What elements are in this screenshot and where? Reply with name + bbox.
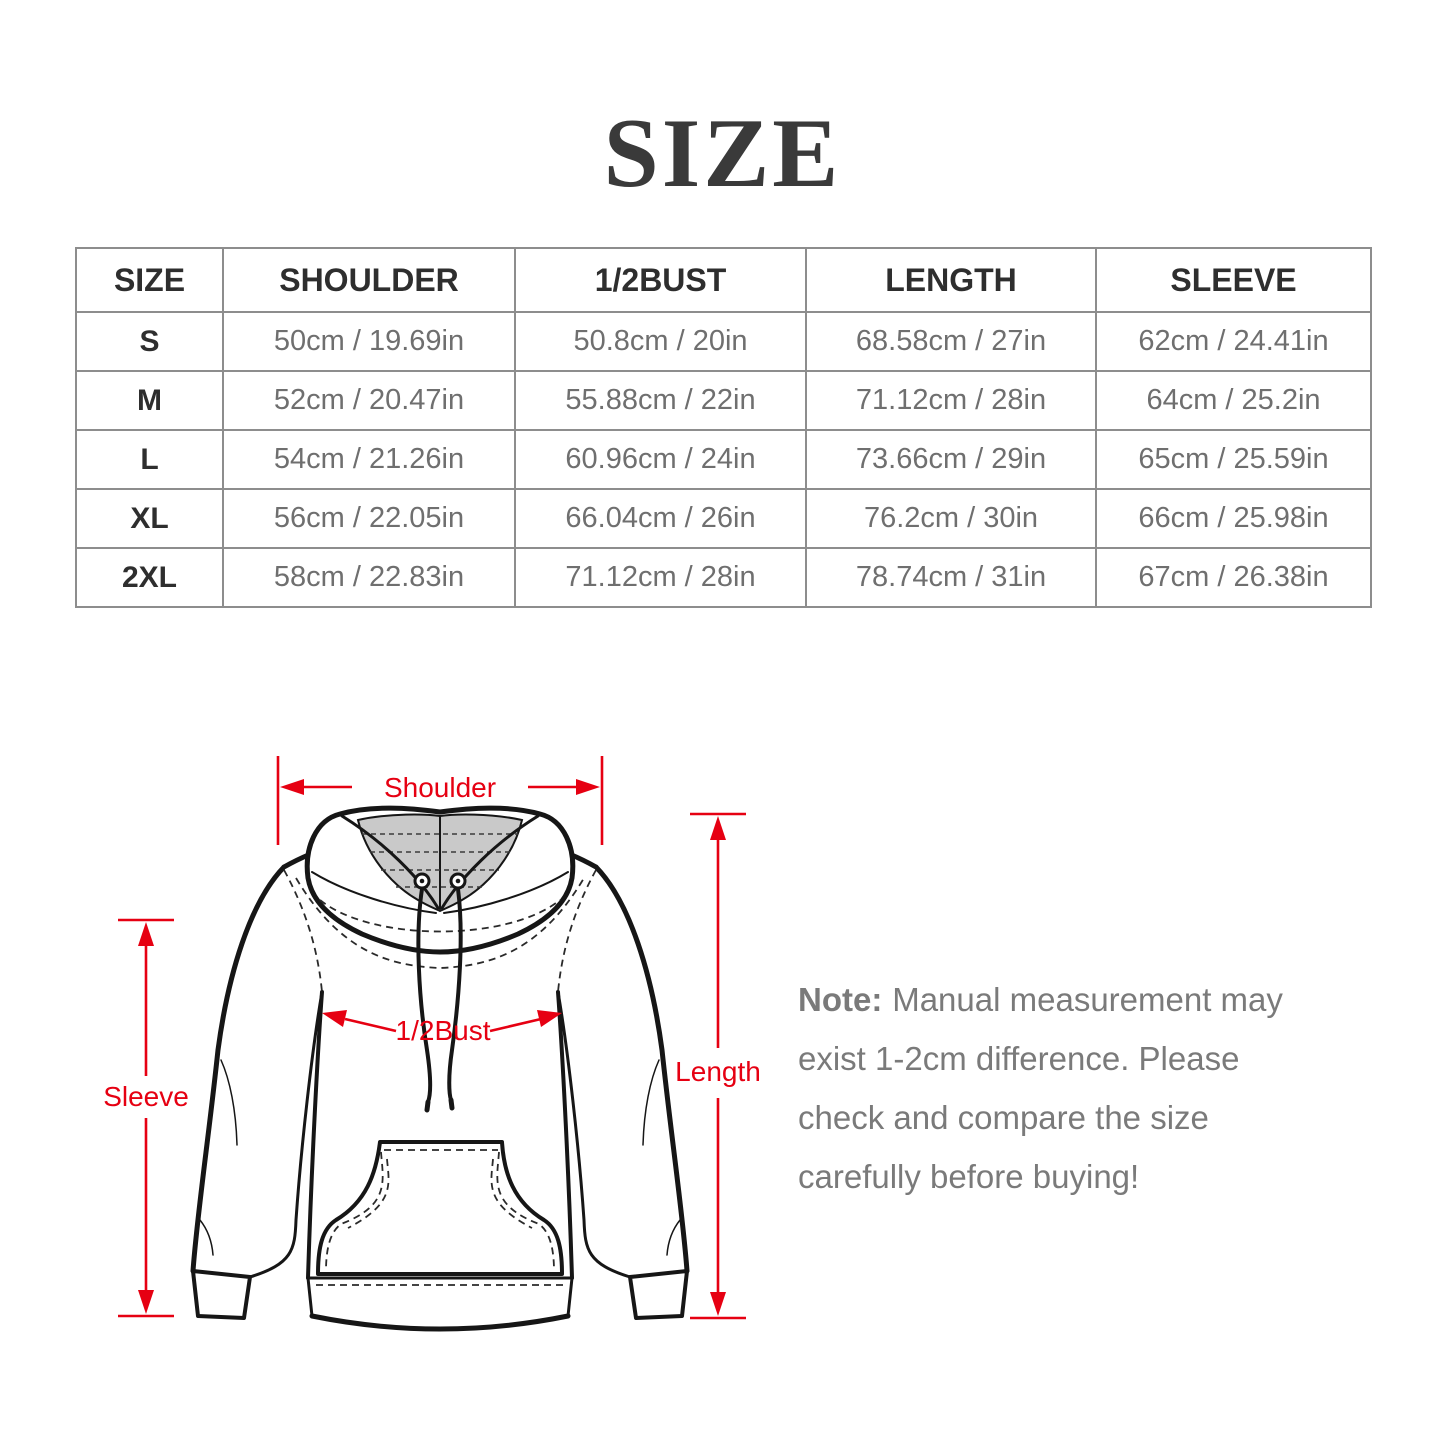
half-bust-cell: 60.96cm / 24in <box>514 429 807 490</box>
measurement-note: Note: Manual measurement may exist 1-2cm … <box>798 970 1328 1206</box>
column-header-half-bust: 1/2BUST <box>514 247 807 313</box>
shoulder-cell: 50cm / 19.69in <box>222 311 516 372</box>
hood <box>304 805 576 955</box>
body <box>281 844 599 1280</box>
note-label: Note: <box>798 981 883 1018</box>
length-cell: 76.2cm / 30in <box>805 488 1097 549</box>
column-header-shoulder: SHOULDER <box>222 247 516 313</box>
neckline-stitch <box>295 877 585 969</box>
right-armhole-stitch <box>557 869 597 993</box>
half-bust-cell: 55.88cm / 22in <box>514 370 807 431</box>
right-cuff <box>628 1269 689 1320</box>
sleeve-dimension: Sleeve <box>103 918 189 1318</box>
shoulder-dimension-label: Shoulder <box>384 772 496 803</box>
size-cell: S <box>75 311 224 372</box>
length-dimension: Length <box>675 812 761 1320</box>
sleeve-cell: 66cm / 25.98in <box>1095 488 1372 549</box>
table-row-s: S 50cm / 19.69in 50.8cm / 20in 68.58cm /… <box>75 311 1372 372</box>
left-cuff <box>191 1269 252 1320</box>
drawstrings <box>413 872 467 1113</box>
table-header-row: SIZE SHOULDER 1/2BUST LENGTH SLEEVE <box>75 247 1372 313</box>
half-bust-cell: 50.8cm / 20in <box>514 311 807 372</box>
hoodie-sketch <box>190 805 690 1332</box>
length-cell: 68.58cm / 27in <box>805 311 1097 372</box>
length-cell: 73.66cm / 29in <box>805 429 1097 490</box>
sleeve-cell: 67cm / 26.38in <box>1095 547 1372 608</box>
size-cell: M <box>75 370 224 431</box>
right-drawstring <box>447 887 463 1102</box>
size-cell: 2XL <box>75 547 224 608</box>
note-line: check and compare the size <box>798 1099 1209 1136</box>
left-drawstring <box>416 887 433 1104</box>
hoodie-measurement-diagram: Shoulder 1/2Bust Sleeve Length <box>103 756 761 1332</box>
sleeve-dimension-label: Sleeve <box>103 1081 189 1112</box>
length-cell: 78.74cm / 31in <box>805 547 1097 608</box>
column-header-length: LENGTH <box>805 247 1097 313</box>
shoulder-cell: 52cm / 20.47in <box>222 370 516 431</box>
table-row-m: M 52cm / 20.47in 55.88cm / 22in 71.12cm … <box>75 370 1372 431</box>
size-table: SIZE SHOULDER 1/2BUST LENGTH SLEEVE S 50… <box>75 247 1372 608</box>
half-bust-dimension: 1/2Bust <box>322 1010 562 1046</box>
half-bust-cell: 71.12cm / 28in <box>514 547 807 608</box>
pocket <box>316 1140 564 1276</box>
half-bust-dimension-label: 1/2Bust <box>396 1015 491 1046</box>
note-line: carefully before buying! <box>798 1158 1140 1195</box>
shoulder-cell: 56cm / 22.05in <box>222 488 516 549</box>
length-cell: 71.12cm / 28in <box>805 370 1097 431</box>
sleeve-cell: 65cm / 25.59in <box>1095 429 1372 490</box>
hem-band <box>306 1276 574 1332</box>
size-cell: XL <box>75 488 224 549</box>
table-row-xl: XL 56cm / 22.05in 66.04cm / 26in 76.2cm … <box>75 488 1372 549</box>
note-line: exist 1-2cm difference. Please <box>798 1040 1240 1077</box>
note-line-text: Manual measurement may <box>892 981 1283 1018</box>
shoulder-dimension: Shoulder <box>276 756 604 845</box>
shoulder-cell: 54cm / 21.26in <box>222 429 516 490</box>
sleeve-cell: 62cm / 24.41in <box>1095 311 1372 372</box>
table-row-2xl: 2XL 58cm / 22.83in 71.12cm / 28in 78.74c… <box>75 547 1372 608</box>
table-row-l: L 54cm / 21.26in 60.96cm / 24in 73.66cm … <box>75 429 1372 490</box>
length-dimension-label: Length <box>675 1056 761 1087</box>
page-title: SIZE <box>603 99 842 208</box>
column-header-size: SIZE <box>75 247 224 313</box>
half-bust-cell: 66.04cm / 26in <box>514 488 807 549</box>
sleeve-cell: 64cm / 25.2in <box>1095 370 1372 431</box>
right-sleeve <box>556 864 690 1320</box>
left-armhole-stitch <box>283 869 323 993</box>
left-sleeve <box>190 864 324 1320</box>
size-cell: L <box>75 429 224 490</box>
column-header-sleeve: SLEEVE <box>1095 247 1372 313</box>
note-line: Note: Manual measurement may <box>798 970 1328 1029</box>
shoulder-cell: 58cm / 22.83in <box>222 547 516 608</box>
